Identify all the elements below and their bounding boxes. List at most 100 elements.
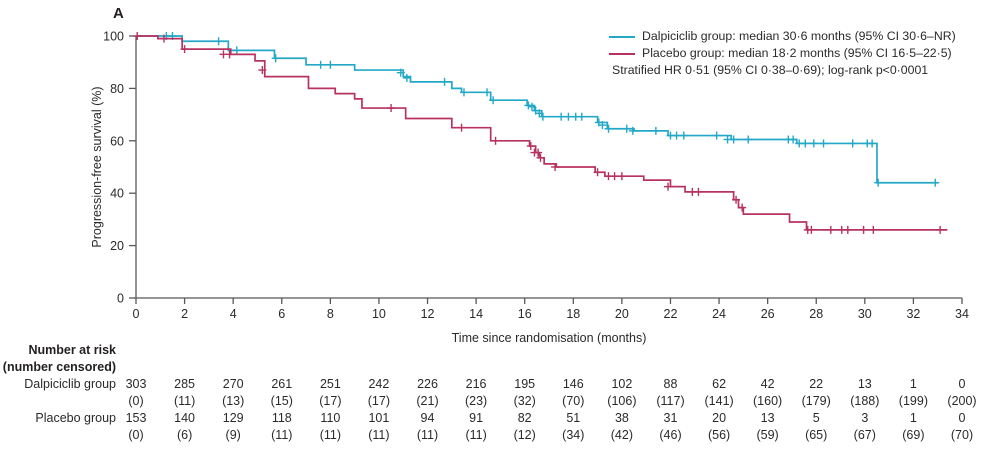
x-tick-label: 22 (664, 307, 678, 321)
y-tick-label: 100 (103, 30, 124, 44)
censored-value: (11) (173, 394, 196, 408)
at-risk-value: 153 (125, 411, 147, 425)
at-risk-value: 216 (465, 377, 487, 391)
y-tick-label: 20 (110, 239, 124, 253)
at-risk-value: 38 (614, 411, 629, 425)
at-risk-value: 3 (861, 411, 869, 425)
censored-value: (34) (562, 428, 585, 442)
censored-value: (11) (319, 428, 342, 442)
at-risk-value: 195 (514, 377, 536, 391)
censored-value: (179) (801, 394, 831, 408)
x-axis-title: Time since randomisation (months) (451, 331, 647, 345)
censored-value: (11) (465, 428, 487, 442)
x-tick-label: 14 (469, 307, 483, 321)
at-risk-value: 1 (909, 411, 917, 425)
censored-value: (199) (898, 394, 928, 408)
censored-value: (11) (368, 428, 390, 442)
at-risk-value: 242 (368, 377, 390, 391)
x-tick-label: 34 (955, 307, 969, 321)
y-tick-label: 60 (110, 134, 124, 148)
censored-value: (67) (853, 428, 876, 442)
at-risk-value: 20 (712, 411, 727, 425)
at-risk-value: 303 (125, 377, 147, 391)
risk-table-header-line1: Number at risk (28, 343, 116, 357)
at-risk-value: 0 (958, 377, 966, 391)
x-tick-label: 30 (858, 307, 872, 321)
censored-value: (141) (704, 394, 734, 408)
censored-value: (13) (222, 394, 245, 408)
censored-value: (69) (902, 428, 925, 442)
censored-value: (46) (659, 428, 682, 442)
x-tick-label: 2 (181, 307, 188, 321)
censored-value: (11) (271, 428, 293, 442)
km-curve-placebo (136, 35, 948, 231)
legend-entry-placebo: Placebo group: median 18·2 months (95% C… (609, 45, 956, 62)
censored-value: (23) (464, 394, 488, 408)
censored-value: (59) (756, 428, 779, 442)
at-risk-value: 251 (319, 377, 341, 391)
censored-value: (17) (367, 394, 390, 408)
x-tick-label: 0 (133, 307, 140, 321)
x-tick-label: 16 (518, 307, 532, 321)
at-risk-value: 5 (812, 411, 820, 425)
at-risk-value: 226 (417, 377, 438, 391)
risk-row-label-placebo: Placebo group (35, 411, 116, 425)
x-tick-label: 32 (906, 307, 920, 321)
censored-value: (160) (753, 394, 783, 408)
risk-table-header-line2: (number censored) (2, 360, 116, 374)
censored-value: (106) (607, 394, 637, 408)
at-risk-value: 42 (760, 377, 775, 391)
censored-value: (65) (805, 428, 828, 442)
x-tick-label: 18 (566, 307, 580, 321)
x-tick-label: 28 (809, 307, 823, 321)
y-axis-title: Progression-free survival (%) (90, 86, 104, 248)
censor-marks-dalpiciclib (162, 32, 940, 187)
legend-stats-note: Stratified HR 0·51 (95% CI 0·38–0·69); l… (612, 63, 929, 77)
at-risk-value: 129 (222, 411, 244, 425)
censored-value: (21) (416, 394, 439, 408)
censored-value: (11) (416, 428, 439, 442)
at-risk-value: 118 (271, 411, 292, 425)
panel-label: A (113, 5, 124, 22)
at-risk-value: 31 (663, 411, 678, 425)
censored-value: (42) (610, 428, 633, 442)
at-risk-value: 110 (320, 411, 341, 425)
at-risk-value: 146 (562, 377, 584, 391)
at-risk-value: 101 (368, 411, 390, 425)
legend-label-placebo: Placebo group: median 18·2 months (95% C… (642, 46, 952, 60)
at-risk-value: 0 (958, 411, 966, 425)
risk-row-label-dalpiciclib: Dalpiciclib group (24, 377, 116, 391)
x-tick-label: 10 (372, 307, 386, 321)
at-risk-value: 13 (857, 377, 872, 391)
y-tick-label: 40 (110, 187, 124, 201)
axes (129, 35, 963, 304)
censored-value: (9) (225, 428, 241, 442)
legend-entry-dalpiciclib: Dalpiciclib group: median 30·6 months (9… (609, 28, 956, 45)
censored-value: (32) (513, 394, 536, 408)
censored-value: (70) (950, 428, 974, 442)
at-risk-value: 88 (663, 377, 678, 391)
x-tick-label: 8 (327, 307, 334, 321)
at-risk-value: 91 (469, 411, 484, 425)
at-risk-value: 62 (712, 377, 727, 391)
censored-value: (15) (270, 394, 293, 408)
at-risk-value: 1 (909, 377, 917, 391)
at-risk-value: 13 (760, 411, 775, 425)
x-tick-label: 12 (421, 307, 435, 321)
censored-value: (0) (128, 428, 144, 442)
censored-value: (117) (656, 394, 685, 408)
y-tick-label: 80 (110, 82, 124, 96)
at-risk-value: 285 (174, 377, 196, 391)
legend: Dalpiciclib group: median 30·6 months (9… (609, 28, 956, 79)
x-tick-label: 20 (615, 307, 629, 321)
at-risk-value: 94 (420, 411, 435, 425)
censored-value: (12) (513, 428, 536, 442)
at-risk-value: 140 (174, 411, 196, 425)
at-risk-value: 22 (809, 377, 824, 391)
placebo-line-swatch (609, 52, 635, 55)
censored-value: (0) (128, 394, 144, 408)
legend-label-dalpiciclib: Dalpiciclib group: median 30·6 months (9… (642, 29, 956, 43)
